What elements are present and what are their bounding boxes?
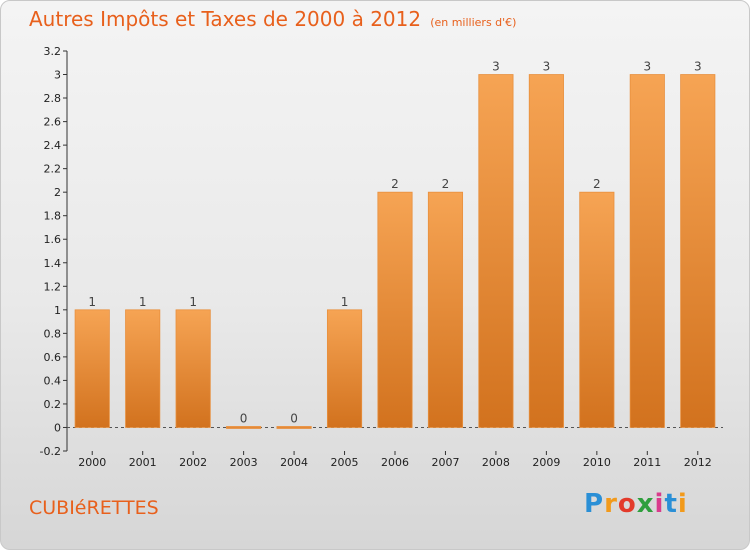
logo-letter: t [664,489,678,519]
y-tick-label: 2.6 [44,116,62,129]
bar [680,74,716,428]
chart-title-unit: (en milliers d'€) [430,16,517,29]
x-tick-label: 2006 [381,456,409,469]
data-label: 2 [593,177,601,191]
x-tick-label: 2004 [280,456,308,469]
data-label: 3 [492,60,500,74]
y-tick-label: 2.8 [44,92,62,105]
logo-letter: x [636,489,655,519]
x-tick-label: 2007 [431,456,459,469]
x-tick-label: 2010 [583,456,611,469]
data-label: 1 [341,295,349,309]
y-tick-label: 2.2 [44,163,62,176]
data-label: 0 [290,411,298,425]
bar [74,309,110,428]
x-tick-label: 2000 [78,456,106,469]
logo-letter: r [604,489,618,519]
y-tick-label: 1.2 [44,280,62,293]
x-tick-label: 2001 [129,456,157,469]
bar [579,191,615,428]
logo-letter: o [617,489,637,519]
data-label: 2 [391,177,399,191]
y-tick-label: 0.4 [44,374,62,387]
y-tick-label: 1 [54,304,61,317]
logo-letter: i [654,489,665,519]
y-tick-label: 1.8 [44,210,62,223]
y-tick-label: 0.8 [44,327,62,340]
x-tick-label: 2011 [633,456,661,469]
data-label: 1 [88,295,96,309]
data-label: 1 [139,295,147,309]
proxiti-logo[interactable]: Proxiti [584,489,688,519]
x-tick-label: 2012 [684,456,712,469]
bar [276,426,312,429]
chart-title-main: Autres Impôts et Taxes de 2000 à 2012 [29,7,422,31]
data-label: 0 [240,411,248,425]
y-tick-label: 0.6 [44,351,62,364]
y-tick-label: 0.2 [44,398,62,411]
bar [528,74,564,428]
y-tick-label: -0.2 [40,445,61,458]
bar [125,309,161,428]
logo-letter: P [584,489,605,519]
bar [427,191,464,428]
logo-letter: i [677,489,688,519]
data-label: 3 [543,60,551,74]
data-label: 2 [442,177,450,191]
bar [226,426,262,429]
x-tick-label: 2002 [179,456,207,469]
x-tick-label: 2008 [482,456,510,469]
bar [377,191,413,428]
data-label: 3 [694,60,702,74]
chart-title: Autres Impôts et Taxes de 2000 à 2012 (e… [29,7,516,31]
y-tick-label: 0 [54,421,61,434]
y-tick-label: 1.4 [44,257,62,270]
commune-name: CUBIéRETTES [29,497,159,519]
bar [478,74,514,428]
y-tick-label: 1.6 [44,233,62,246]
y-tick-label: 2.4 [44,139,62,152]
y-tick-label: 3 [54,69,61,82]
data-label: 3 [643,60,651,74]
x-tick-label: 2009 [532,456,560,469]
x-tick-label: 2003 [230,456,258,469]
bar [629,74,665,428]
bar [175,309,211,428]
data-label: 1 [189,295,197,309]
y-tick-label: 2 [54,186,61,199]
bar [326,309,363,428]
y-tick-label: 3.2 [44,45,62,58]
x-tick-label: 2005 [331,456,359,469]
